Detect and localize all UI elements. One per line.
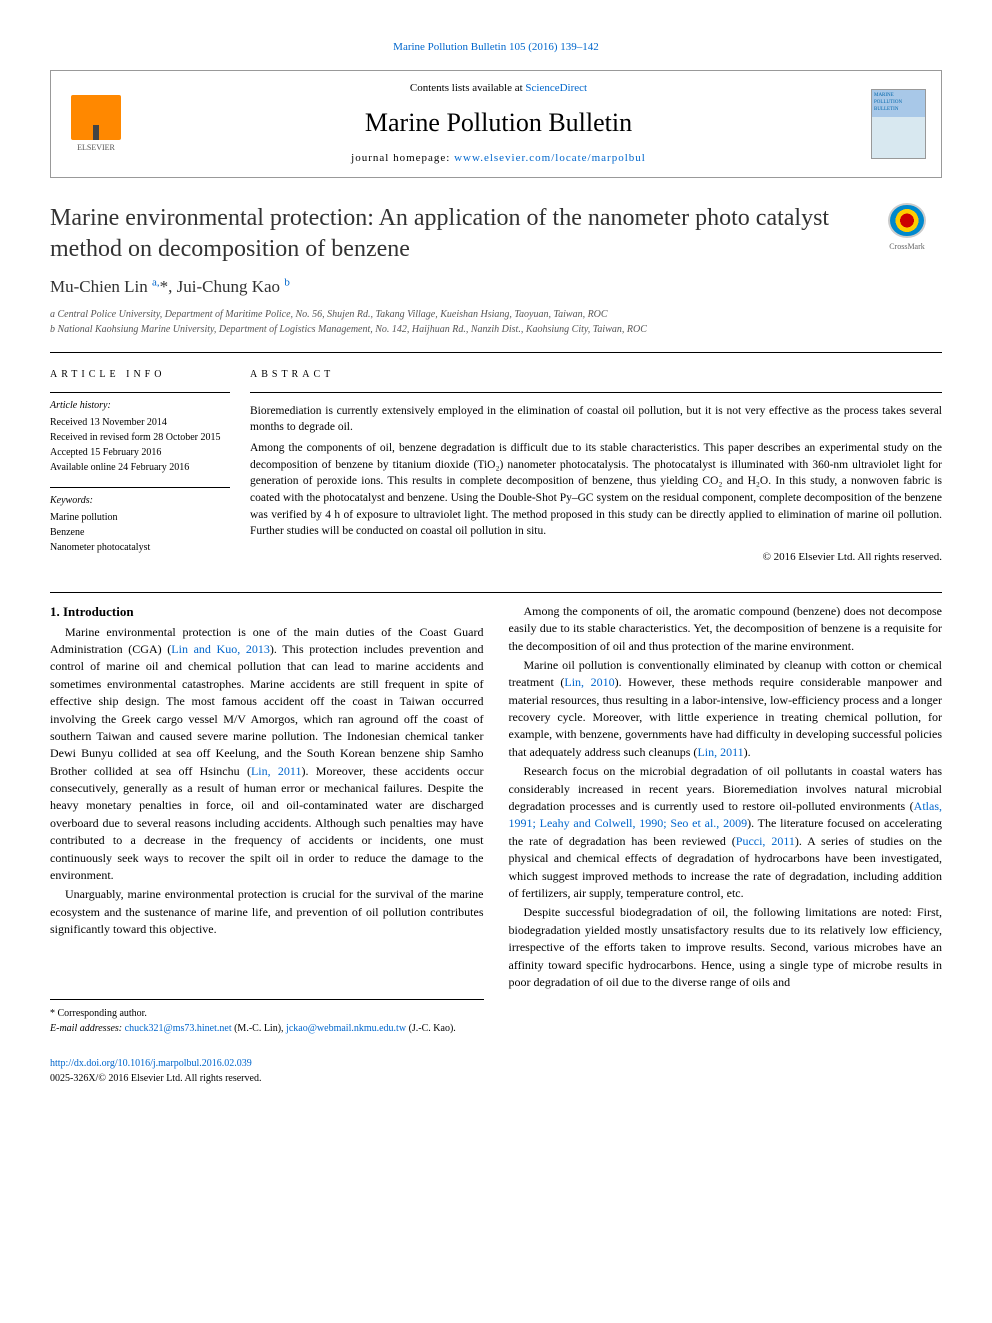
citation-link[interactable]: Lin and Kuo, 2013 <box>171 642 270 656</box>
footnotes: * Corresponding author. E-mail addresses… <box>50 999 484 1036</box>
article-title: Marine environmental protection: An appl… <box>50 203 872 265</box>
history-label: Article history: <box>50 399 230 413</box>
keyword: Marine pollution <box>50 510 230 525</box>
keywords-label: Keywords: <box>50 494 230 508</box>
email-note: E-mail addresses: chuck321@ms73.hinet.ne… <box>50 1021 484 1036</box>
keyword: Nanometer photocatalyst <box>50 540 230 555</box>
body-paragraph: Marine environmental protection is one o… <box>50 624 484 885</box>
elsevier-logo[interactable]: ELSEVIER <box>66 91 126 156</box>
crossmark-icon <box>888 203 926 239</box>
header-box: ELSEVIER Contents lists available at Sci… <box>50 70 942 177</box>
history-block: Article history: Received 13 November 20… <box>50 392 230 475</box>
history-line: Received 13 November 2014 <box>50 415 230 430</box>
citation-link[interactable]: Pucci, 2011 <box>736 834 795 848</box>
body-paragraph: Among the components of oil, the aromati… <box>509 603 943 655</box>
crossmark-badge[interactable]: CrossMark <box>872 203 942 253</box>
corresponding-note: * Corresponding author. <box>50 1006 484 1021</box>
citation-link[interactable]: Lin, 2010 <box>564 675 614 689</box>
doi-link[interactable]: http://dx.doi.org/10.1016/j.marpolbul.20… <box>50 1058 252 1069</box>
email-link[interactable]: jckao@webmail.nkmu.edu.tw <box>286 1023 406 1034</box>
keywords-block: Keywords: Marine pollution Benzene Nanom… <box>50 487 230 555</box>
crossmark-label: CrossMark <box>889 241 925 252</box>
article-info-sidebar: ARTICLE INFO Article history: Received 1… <box>50 368 250 567</box>
elsevier-tree-icon <box>71 95 121 140</box>
citation-link[interactable]: Lin, 2011 <box>697 745 743 759</box>
column-right: Among the components of oil, the aromati… <box>509 603 943 1036</box>
email-link[interactable]: chuck321@ms73.hinet.net <box>125 1023 232 1034</box>
page-footer: http://dx.doi.org/10.1016/j.marpolbul.20… <box>50 1056 942 1086</box>
keyword: Benzene <box>50 525 230 540</box>
issn-line: 0025-326X/© 2016 Elsevier Ltd. All right… <box>50 1071 942 1086</box>
sciencedirect-link[interactable]: ScienceDirect <box>525 82 587 94</box>
history-line: Available online 24 February 2016 <box>50 460 230 475</box>
body-paragraph: Despite successful biodegradation of oil… <box>509 904 943 991</box>
contents-list: Contents lists available at ScienceDirec… <box>126 81 871 96</box>
history-line: Accepted 15 February 2016 <box>50 445 230 460</box>
journal-name: Marine Pollution Bulletin <box>126 105 871 141</box>
journal-cover-thumbnail[interactable]: MARINE POLLUTION BULLETIN <box>871 89 926 159</box>
history-line: Received in revised form 28 October 2015 <box>50 430 230 445</box>
abstract-copyright: © 2016 Elsevier Ltd. All rights reserved… <box>250 550 942 566</box>
journal-homepage: journal homepage: www.elsevier.com/locat… <box>126 151 871 166</box>
homepage-link[interactable]: www.elsevier.com/locate/marpolbul <box>454 152 646 164</box>
body-paragraph: Marine oil pollution is conventionally e… <box>509 657 943 761</box>
abstract-p2: Among the components of oil, benzene deg… <box>250 440 942 540</box>
divider <box>50 352 942 353</box>
body-columns: 1. Introduction Marine environmental pro… <box>50 603 942 1036</box>
authors: Mu-Chien Lin a,*, Jui-Chung Kao b <box>50 275 942 299</box>
header-center: Contents lists available at ScienceDirec… <box>126 81 871 166</box>
abstract-label: ABSTRACT <box>250 368 942 382</box>
elsevier-label: ELSEVIER <box>77 142 115 153</box>
divider <box>50 592 942 593</box>
header-citation[interactable]: Marine Pollution Bulletin 105 (2016) 139… <box>50 40 942 55</box>
abstract-section: ABSTRACT Bioremediation is currently ext… <box>250 368 942 567</box>
column-left: 1. Introduction Marine environmental pro… <box>50 603 484 1036</box>
affiliations: a Central Police University, Department … <box>50 307 942 337</box>
body-paragraph: Unarguably, marine environmental protect… <box>50 886 484 938</box>
contents-prefix: Contents lists available at <box>410 82 525 94</box>
homepage-prefix: journal homepage: <box>351 152 454 164</box>
affiliation-b: b National Kaohsiung Marine University, … <box>50 322 942 337</box>
section-1-heading: 1. Introduction <box>50 603 484 622</box>
abstract-text: Bioremediation is currently extensively … <box>250 392 942 566</box>
abstract-p1: Bioremediation is currently extensively … <box>250 403 942 436</box>
article-info-label: ARTICLE INFO <box>50 368 230 382</box>
body-paragraph: Research focus on the microbial degradat… <box>509 763 943 902</box>
affiliation-a: a Central Police University, Department … <box>50 307 942 322</box>
citation-link[interactable]: Lin, 2011 <box>251 764 302 778</box>
